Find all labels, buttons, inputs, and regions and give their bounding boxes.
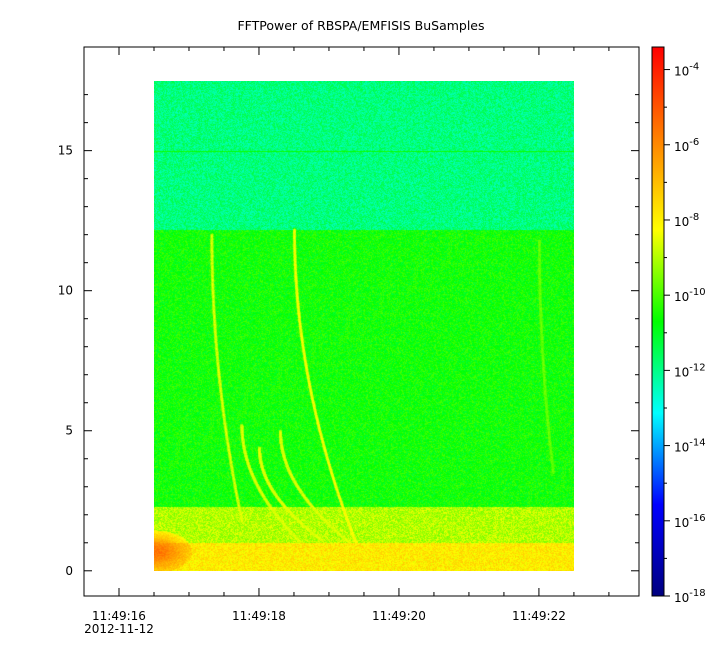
spectrogram-image	[154, 81, 574, 571]
x-tick-label: 11:49:16	[92, 609, 146, 623]
colorbar-gradient	[651, 46, 665, 597]
plot-frame	[83, 46, 640, 597]
y-axis: 0 5 10 15	[58, 94, 639, 578]
y-tick-label: 0	[65, 564, 73, 578]
colorbar: 10-4 10-6 10-8 10-10 10-12 10-14 10-16 10-18	[651, 46, 706, 605]
colorbar-tick-label: 10-12	[674, 362, 706, 379]
x-tick-label: 11:49:20	[372, 609, 426, 623]
x-tick-date-label: 2012-11-12	[84, 622, 154, 636]
colorbar-tick-label: 10-14	[674, 438, 706, 455]
heatmap-layer	[154, 81, 574, 571]
x-tick-label: 11:49:18	[232, 609, 286, 623]
colorbar-tick-label: 10-18	[674, 588, 706, 605]
colorbar-tick-label: 10-8	[674, 212, 699, 229]
x-tick-label: 11:49:22	[512, 609, 566, 623]
colorbar-tick-label: 10-16	[674, 513, 706, 530]
chart-title: FFTPower of RBSPA/EMFISIS BuSamples	[237, 18, 484, 33]
colorbar-tick-label: 10-4	[674, 62, 699, 79]
y-tick-label: 10	[58, 284, 73, 298]
y-tick-label: 15	[58, 144, 73, 158]
y-tick-label: 5	[65, 424, 73, 438]
colorbar-tick-label: 10-6	[674, 137, 699, 154]
colorbar-tick-label: 10-10	[674, 287, 706, 304]
